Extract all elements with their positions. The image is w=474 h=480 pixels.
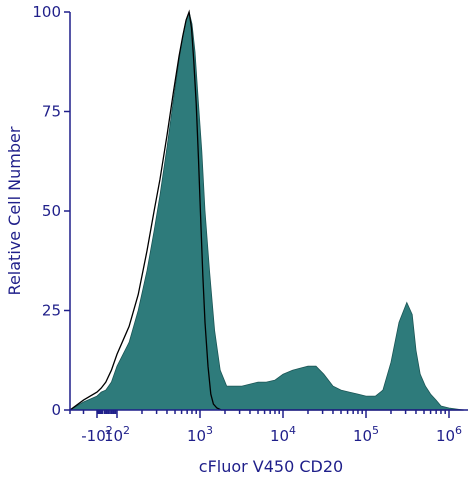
y-tick-label-100: 100 <box>32 3 61 21</box>
y-tick-label-75: 75 <box>42 103 61 121</box>
y-tick-label-25: 25 <box>42 302 61 320</box>
x-tick-label: 105 <box>353 424 379 445</box>
plot-area <box>68 9 464 411</box>
y-tick-label-0: 0 <box>51 401 61 419</box>
x-tick-label: 103 <box>187 424 213 445</box>
y-axis-ticks: 0 25 50 75 100 <box>32 3 70 419</box>
x-tick-label: -102 <box>81 424 113 445</box>
y-axis-title: Relative Cell Number <box>5 126 24 295</box>
x-tick-label: 102 <box>104 424 130 445</box>
series-1-outline-histogram <box>69 9 464 411</box>
y-tick-label-50: 50 <box>42 202 61 220</box>
x-axis-title: cFluor V450 CD20 <box>199 457 343 476</box>
x-tick-label: 106 <box>436 424 462 445</box>
series-0-filled-histogram <box>68 10 464 411</box>
x-tick-label: 104 <box>270 424 296 445</box>
